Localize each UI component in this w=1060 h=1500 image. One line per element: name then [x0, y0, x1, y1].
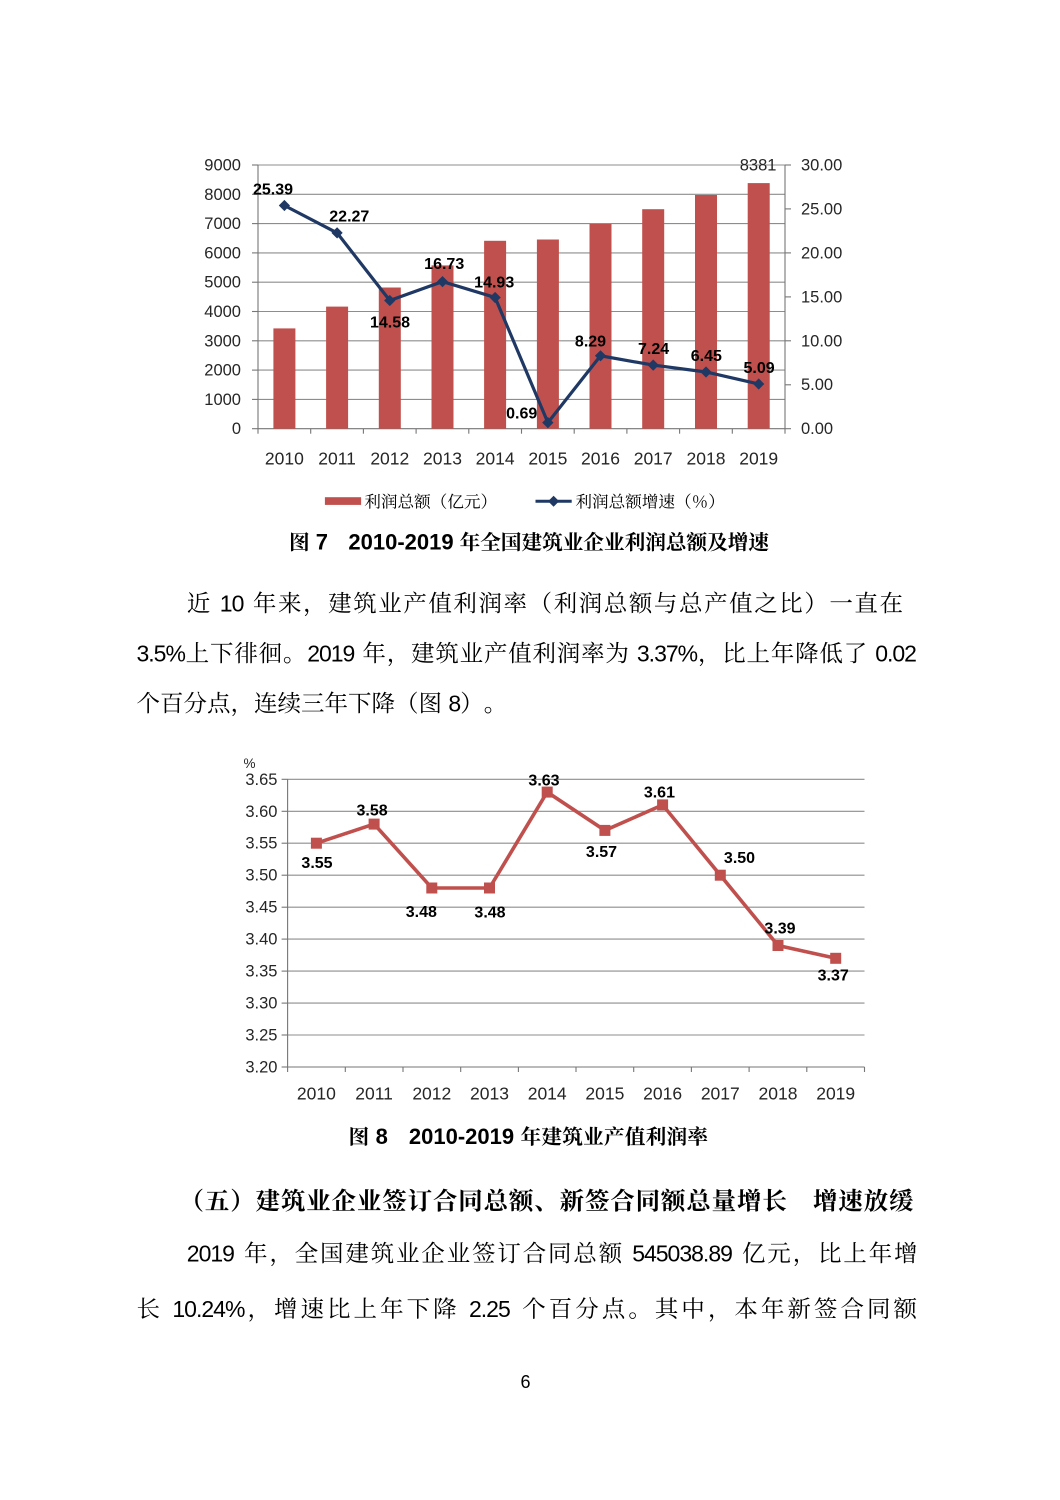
svg-text:3.50: 3.50: [245, 867, 277, 885]
svg-text:3.48: 3.48: [474, 905, 505, 922]
svg-text:3.37%: 3.37%: [637, 641, 698, 667]
svg-text:8: 8: [448, 691, 460, 717]
svg-text:2012: 2012: [412, 1084, 451, 1104]
svg-text:6: 6: [520, 1372, 530, 1392]
svg-text:9000: 9000: [204, 157, 241, 175]
svg-text:0.02: 0.02: [875, 641, 916, 667]
svg-text:2014: 2014: [528, 1084, 567, 1104]
svg-text:3.25: 3.25: [245, 1027, 277, 1045]
svg-text:1000: 1000: [204, 391, 241, 409]
svg-text:8381: 8381: [740, 157, 777, 175]
svg-text:2010: 2010: [265, 449, 304, 469]
svg-text:25.39: 25.39: [253, 182, 293, 199]
svg-text:2010-2019: 2010-2019: [348, 530, 453, 555]
svg-text:6.45: 6.45: [691, 348, 722, 365]
svg-text:14.58: 14.58: [370, 315, 410, 332]
svg-text:2012: 2012: [370, 449, 409, 469]
svg-text:3.58: 3.58: [357, 803, 388, 820]
svg-text:25.00: 25.00: [801, 200, 842, 218]
svg-text:545038.89: 545038.89: [632, 1241, 732, 1267]
svg-text:2015: 2015: [585, 1084, 624, 1104]
svg-text:3.39: 3.39: [764, 921, 795, 938]
svg-text:5.00: 5.00: [801, 376, 833, 394]
svg-text:2010-2019: 2010-2019: [409, 1124, 514, 1149]
svg-text:7: 7: [316, 530, 328, 555]
svg-text:3.20: 3.20: [245, 1059, 277, 1077]
svg-text:3.61: 3.61: [644, 785, 675, 802]
svg-text:20.00: 20.00: [801, 244, 842, 262]
svg-text:15.00: 15.00: [801, 288, 842, 306]
svg-text:2017: 2017: [701, 1084, 740, 1104]
svg-text:8: 8: [376, 1124, 388, 1149]
svg-text:7000: 7000: [204, 215, 241, 233]
svg-text:2016: 2016: [581, 449, 620, 469]
svg-text:4000: 4000: [204, 303, 241, 321]
svg-text:3.55: 3.55: [245, 835, 277, 853]
svg-text:2019: 2019: [816, 1084, 855, 1104]
svg-text:3.65: 3.65: [245, 771, 277, 789]
svg-text:3.63: 3.63: [528, 773, 559, 790]
svg-text:10: 10: [220, 591, 244, 617]
svg-text:3000: 3000: [204, 332, 241, 350]
svg-text:2011: 2011: [318, 449, 356, 469]
svg-text:3.37: 3.37: [818, 968, 849, 985]
svg-text:3.35: 3.35: [245, 963, 277, 981]
svg-text:3.60: 3.60: [245, 803, 277, 821]
svg-text:8.29: 8.29: [575, 334, 606, 351]
svg-text:0: 0: [232, 420, 241, 438]
svg-text:%: %: [244, 756, 256, 771]
svg-text:2013: 2013: [470, 1084, 509, 1104]
svg-text:2017: 2017: [634, 449, 673, 469]
svg-text:2011: 2011: [355, 1084, 393, 1104]
svg-text:2013: 2013: [423, 449, 462, 469]
svg-text:2010: 2010: [297, 1084, 336, 1104]
svg-text:3.55: 3.55: [301, 855, 332, 872]
svg-text:0.00: 0.00: [801, 420, 833, 438]
svg-text:2018: 2018: [759, 1084, 798, 1104]
svg-text:2015: 2015: [528, 449, 567, 469]
svg-text:2019: 2019: [187, 1241, 234, 1267]
svg-text:30.00: 30.00: [801, 157, 842, 175]
svg-text:14.93: 14.93: [474, 275, 514, 292]
svg-text:3.57: 3.57: [586, 844, 617, 861]
svg-text:10.24%: 10.24%: [172, 1296, 245, 1322]
svg-text:3.50: 3.50: [724, 850, 755, 867]
svg-text:3.45: 3.45: [245, 899, 277, 917]
svg-text:2018: 2018: [687, 449, 726, 469]
svg-text:3.30: 3.30: [245, 995, 277, 1013]
svg-text:3.5%: 3.5%: [137, 641, 186, 667]
svg-text:3.40: 3.40: [245, 931, 277, 949]
svg-text:5000: 5000: [204, 274, 241, 292]
svg-text:2014: 2014: [476, 449, 515, 469]
svg-text:10.00: 10.00: [801, 332, 842, 350]
svg-text:22.27: 22.27: [329, 209, 369, 226]
svg-text:6000: 6000: [204, 244, 241, 262]
svg-text:3.48: 3.48: [406, 904, 437, 921]
svg-text:7.24: 7.24: [638, 341, 669, 358]
svg-text:2019: 2019: [307, 641, 354, 667]
svg-text:16.73: 16.73: [424, 256, 464, 273]
svg-text:2000: 2000: [204, 362, 241, 380]
svg-text:2.25: 2.25: [469, 1296, 510, 1322]
svg-text:2016: 2016: [643, 1084, 682, 1104]
svg-text:8000: 8000: [204, 186, 241, 204]
svg-text:5.09: 5.09: [744, 360, 775, 377]
svg-text:0.69: 0.69: [506, 406, 537, 423]
svg-text:2019: 2019: [739, 449, 778, 469]
